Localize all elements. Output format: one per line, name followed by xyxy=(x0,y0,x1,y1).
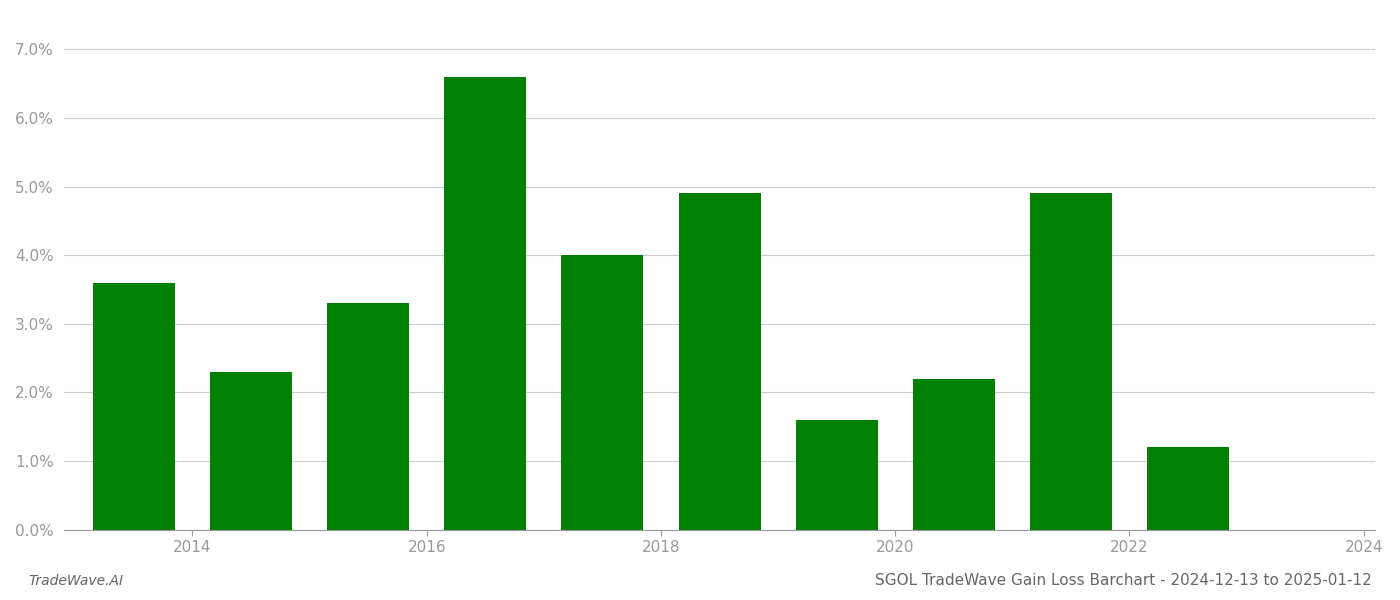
Bar xyxy=(913,379,995,530)
Bar xyxy=(1030,193,1112,530)
Bar xyxy=(210,372,293,530)
Bar xyxy=(92,283,175,530)
Bar xyxy=(679,193,760,530)
Text: SGOL TradeWave Gain Loss Barchart - 2024-12-13 to 2025-01-12: SGOL TradeWave Gain Loss Barchart - 2024… xyxy=(875,573,1372,588)
Text: TradeWave.AI: TradeWave.AI xyxy=(28,574,123,588)
Bar xyxy=(795,420,878,530)
Bar xyxy=(1147,447,1229,530)
Bar xyxy=(561,255,644,530)
Bar xyxy=(444,77,526,530)
Bar xyxy=(328,303,409,530)
